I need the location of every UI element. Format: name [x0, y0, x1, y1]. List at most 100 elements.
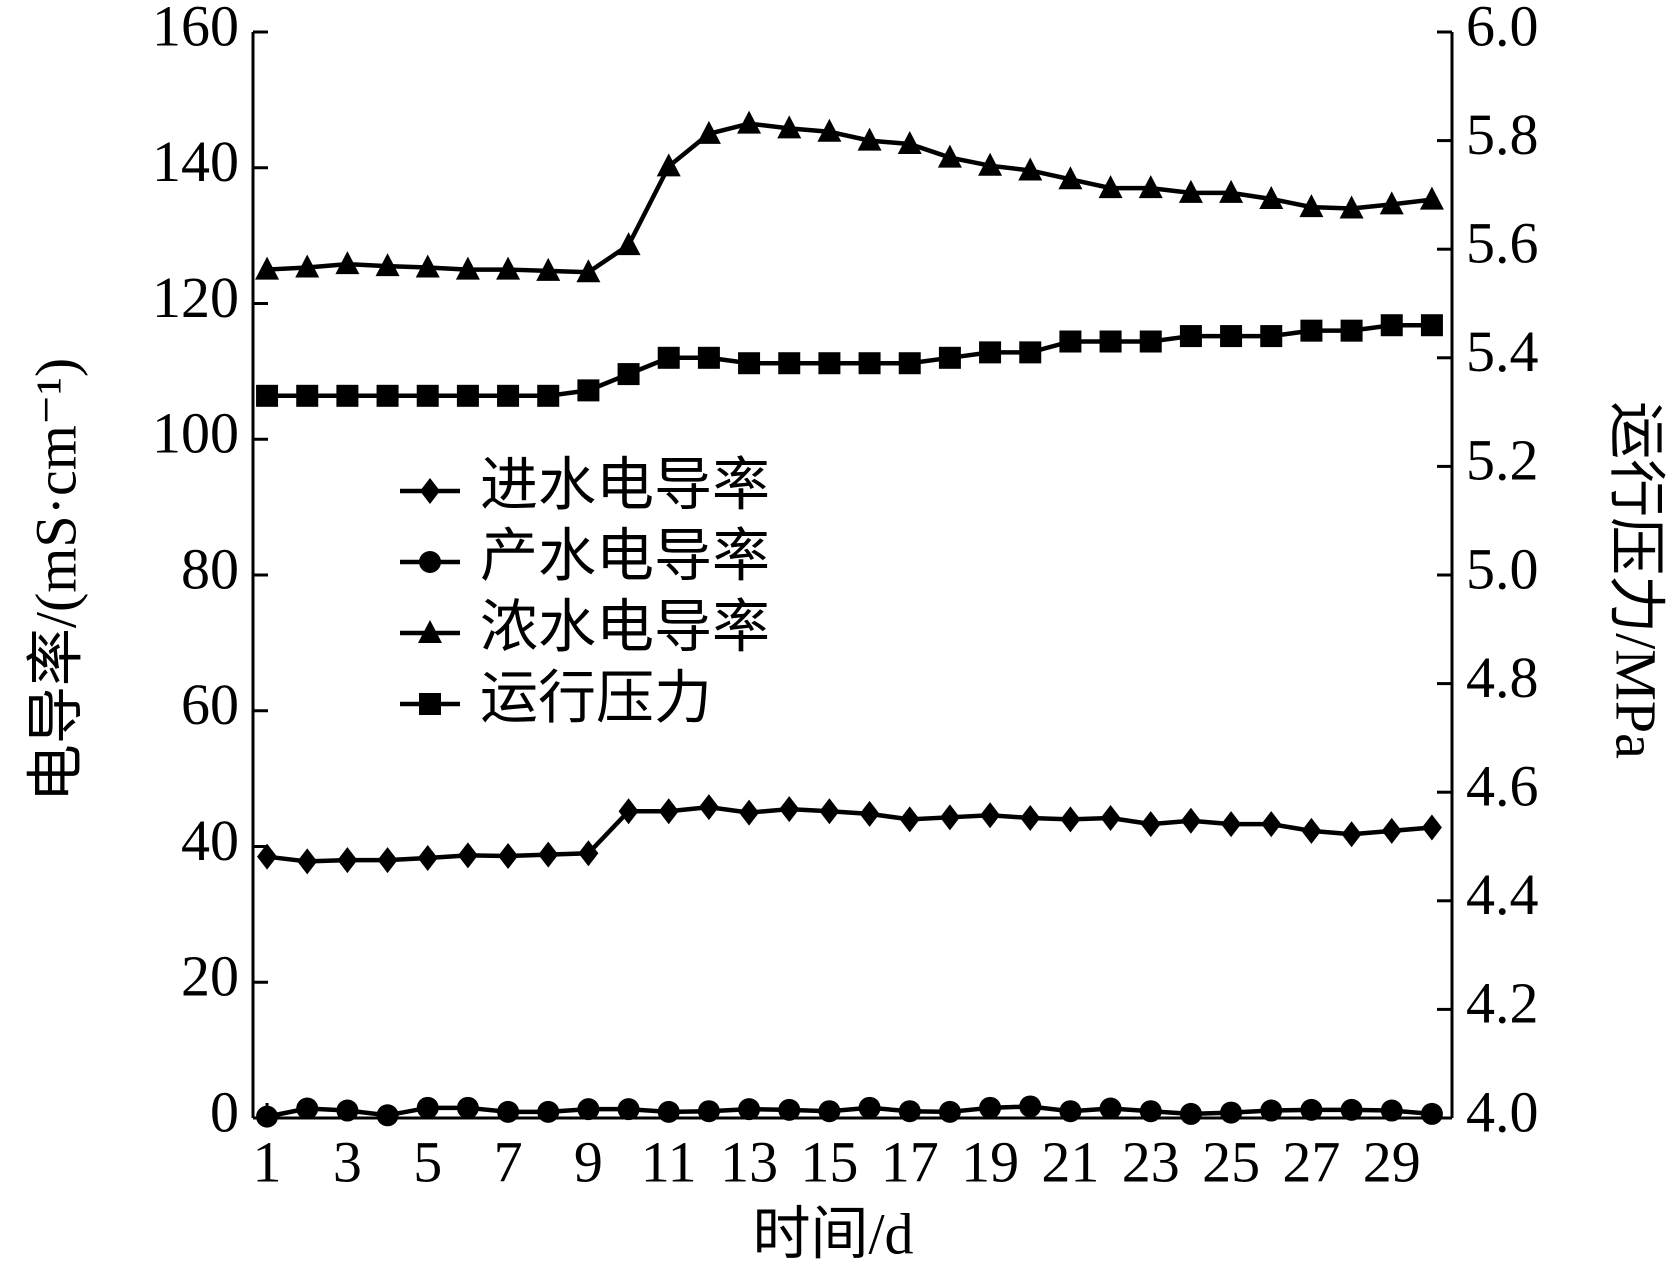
y2-tick-label: 5.0 [1466, 536, 1539, 601]
x-tick-label: 15 [800, 1129, 858, 1194]
y-tick-label: 60 [181, 672, 239, 737]
x-tick-label: 29 [1363, 1129, 1421, 1194]
data-point [376, 384, 399, 407]
data-point [497, 1100, 520, 1123]
data-point [337, 847, 358, 874]
y2-tick-label: 5.6 [1466, 211, 1539, 276]
data-point [1138, 175, 1163, 199]
data-point [1099, 330, 1122, 353]
data-point [657, 1100, 680, 1123]
data-point [335, 251, 360, 275]
data-point [1058, 166, 1083, 190]
y2-tick-label: 4.0 [1466, 1079, 1539, 1144]
data-point [696, 120, 721, 144]
data-point [697, 346, 720, 369]
legend-label: 浓水电导率 [480, 594, 770, 659]
data-point [737, 110, 762, 134]
y-tick-label: 100 [152, 401, 239, 466]
data-point [417, 845, 438, 872]
x-tick-label: 3 [333, 1129, 362, 1194]
data-point [1381, 817, 1402, 844]
data-point [1420, 1102, 1443, 1125]
data-point [1300, 319, 1323, 342]
data-point [377, 847, 398, 874]
data-point [577, 379, 600, 402]
data-point [897, 130, 922, 154]
legend-label: 产水电导率 [480, 523, 770, 588]
data-point [1180, 807, 1201, 834]
legend-marker [420, 478, 440, 504]
legend-marker [418, 620, 442, 643]
data-point [577, 1098, 600, 1121]
y2-tick-label: 4.2 [1466, 971, 1539, 1036]
data-point [416, 384, 439, 407]
data-point [336, 1099, 359, 1122]
y-tick-label: 80 [181, 536, 239, 601]
y2-tick-label: 4.4 [1466, 862, 1539, 927]
x-tick-label: 9 [574, 1129, 603, 1194]
data-point [1019, 341, 1042, 364]
data-point [296, 1097, 319, 1120]
data-point [537, 1100, 560, 1123]
data-point [375, 253, 400, 277]
data-point [1179, 325, 1202, 348]
data-point [1419, 186, 1444, 210]
y-axis-label: 电导率/(mS·cm⁻¹) [23, 358, 88, 802]
series-line [266, 1104, 1433, 1119]
data-point [1341, 821, 1362, 848]
data-point [617, 363, 640, 386]
data-point [1219, 179, 1244, 203]
data-point [898, 1100, 921, 1123]
series-line [266, 121, 1433, 275]
data-point [898, 352, 921, 375]
y-tick-label: 20 [181, 944, 239, 1009]
data-point [1340, 319, 1363, 342]
series-line [267, 322, 1432, 399]
data-point [1379, 191, 1404, 215]
data-point [817, 118, 842, 142]
data-point [578, 840, 599, 867]
data-point [1060, 806, 1081, 833]
x-tick-label: 19 [961, 1129, 1019, 1194]
data-point [1019, 1095, 1042, 1118]
series-line [266, 804, 1433, 864]
y2-tick-label: 4.6 [1466, 754, 1539, 819]
y-tick-label: 0 [210, 1079, 239, 1144]
data-point [1140, 811, 1161, 838]
x-tick-label: 11 [641, 1129, 697, 1194]
data-point [1139, 330, 1162, 353]
data-point [978, 152, 1003, 176]
legend-marker [419, 551, 441, 573]
data-point [858, 1096, 881, 1119]
data-point [1260, 325, 1283, 348]
data-point [1178, 179, 1203, 203]
y-tick-label: 140 [152, 129, 239, 194]
data-point [1018, 157, 1043, 181]
data-point [1339, 195, 1364, 219]
data-point [1340, 1098, 1363, 1121]
data-point [937, 144, 962, 168]
data-point [496, 256, 521, 280]
data-point [497, 384, 520, 407]
data-point [537, 384, 560, 407]
data-point [779, 796, 800, 823]
x-tick-label: 27 [1282, 1129, 1340, 1194]
y2-axis-label: 运行压力/MPa [1604, 401, 1666, 759]
y-tick-label: 120 [152, 265, 239, 330]
legend-label: 进水电导率 [480, 452, 770, 517]
x-tick-label: 21 [1041, 1129, 1099, 1194]
data-point [979, 1096, 1002, 1119]
y-tick-label: 160 [152, 0, 239, 58]
data-point [1261, 811, 1282, 838]
data-point [778, 1098, 801, 1121]
data-point [938, 1100, 961, 1123]
data-point [1380, 314, 1403, 337]
data-point [739, 799, 760, 826]
data-point [1020, 804, 1041, 831]
data-point [738, 1098, 761, 1121]
data-point [738, 352, 761, 375]
x-tick-label: 7 [494, 1129, 523, 1194]
x-axis-label: 时间/d [752, 1201, 913, 1266]
data-point [777, 115, 802, 139]
